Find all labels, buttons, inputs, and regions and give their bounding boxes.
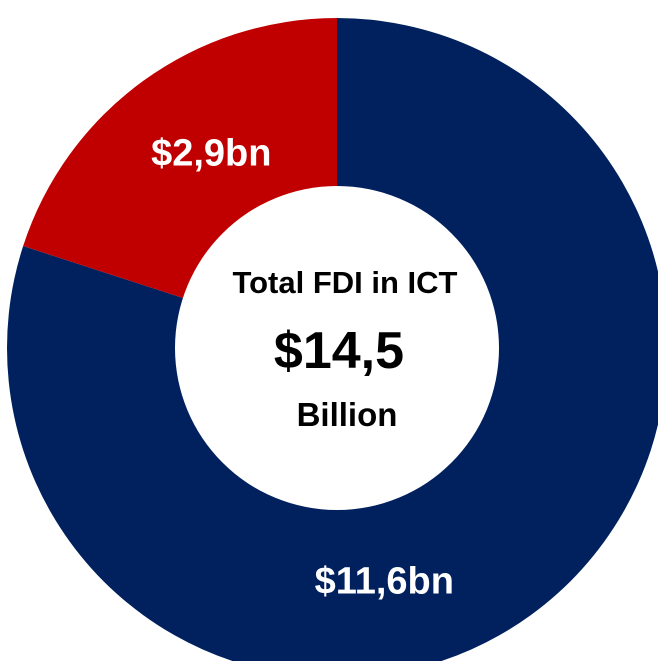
center-unit: Billion bbox=[297, 396, 398, 433]
data-label-2: $2,9bn bbox=[151, 132, 271, 174]
center-total-value: $14,5 bbox=[274, 322, 404, 380]
center-title: Total FDI in ICT bbox=[232, 265, 457, 300]
data-label-1: $11,6bn bbox=[315, 560, 454, 602]
donut-slice-1 bbox=[7, 18, 658, 661]
data-labels: $11,6bn $2,9bn bbox=[151, 132, 454, 602]
donut-hole bbox=[175, 186, 499, 510]
